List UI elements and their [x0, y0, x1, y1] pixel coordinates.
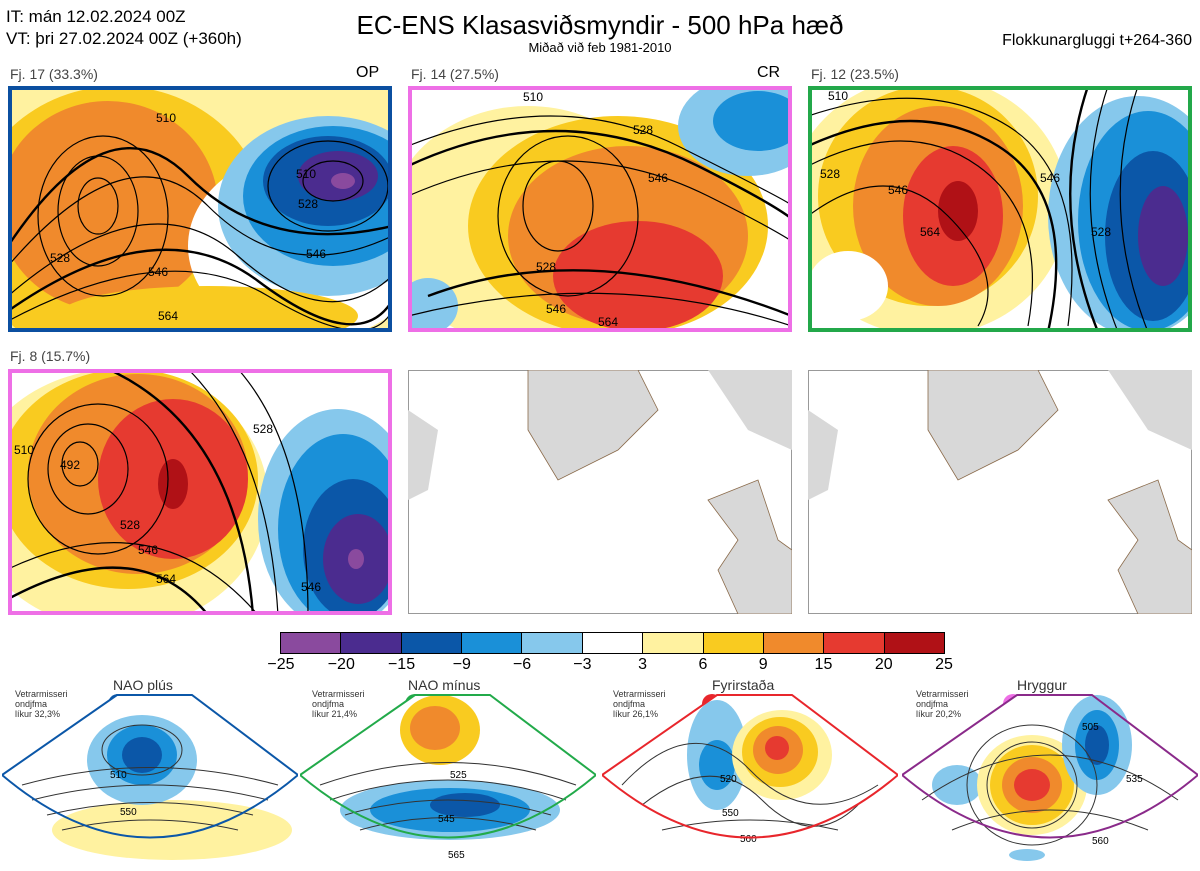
contour-label: 510	[110, 770, 127, 781]
contour-label: 564	[156, 572, 176, 586]
cluster-2-label: Fj. 14 (27.5%)	[411, 66, 499, 82]
contour-label: 564	[920, 225, 940, 239]
page-title: EC-ENS Klasasviðsmyndir - 500 hPa hæð	[356, 10, 844, 40]
contour-label: 528	[820, 167, 840, 181]
cluster-map-1: 510 510 528 546 564 528 546	[8, 86, 392, 332]
colorbar-tick-label: −25	[267, 656, 295, 673]
header-info: IT: mán 12.02.2024 00Z VT: þri 27.02.202…	[6, 6, 242, 50]
regime-1-name: NAO plús	[113, 677, 173, 693]
cluster-1-tag: OP	[356, 64, 380, 81]
init-time: IT: mán 12.02.2024 00Z	[6, 7, 186, 26]
colorbar-tick-label: 15	[814, 656, 833, 673]
colorbar-swatch	[823, 633, 884, 653]
colorbar-swatch	[281, 633, 341, 653]
contour-label: 510	[156, 111, 176, 125]
contour-label: 546	[138, 543, 158, 557]
regime-4-name: Hryggur	[1017, 677, 1067, 693]
contour-label: 565	[448, 850, 465, 861]
colorbar-tick-label: 20	[874, 656, 893, 673]
regime-2-name: NAO mínus	[408, 677, 481, 693]
colorbar-tick-label: 25	[935, 656, 953, 673]
contour-label: 546	[306, 247, 326, 261]
contour-label: 528	[298, 197, 318, 211]
contour-label: 528	[253, 422, 273, 436]
contour-label: 510	[523, 90, 543, 104]
contour-label: 510	[296, 167, 316, 181]
contour-label: 528	[633, 123, 653, 137]
contour-label: 535	[1126, 774, 1143, 785]
colorbar-swatch	[400, 633, 462, 653]
classification-window: Flokkunargluggi t+264-360	[1002, 32, 1192, 49]
contour-label: 546	[648, 171, 668, 185]
regime-map-1: 510 550	[2, 694, 298, 860]
contour-label: 528	[120, 518, 140, 532]
valid-time: VT: þri 27.02.2024 00Z (+360h)	[6, 29, 242, 48]
colorbar-tick-label: 6	[698, 656, 708, 673]
regime-map-2: 525 545 565	[300, 694, 596, 861]
regime-map-4: 505 535 560	[902, 694, 1198, 861]
colorbar-swatch	[461, 633, 522, 653]
cluster-3-label: Fj. 12 (23.5%)	[811, 66, 899, 82]
regime-2-info: Vetrarmisseri ondjfma líkur 21,4%	[312, 689, 365, 719]
contour-label: 550	[120, 807, 137, 818]
contour-label: 546	[301, 580, 321, 594]
colorbar-swatch	[340, 633, 401, 653]
contour-label: 492	[60, 458, 80, 472]
contour-label: 560	[1092, 836, 1109, 847]
colorbar-tick-label: −9	[452, 656, 471, 673]
contour-label: 564	[158, 309, 178, 323]
contour-label: 546	[148, 265, 168, 279]
cluster-map-3: 510 528 546 564 528 546	[808, 86, 1192, 332]
cluster-4-label: Fj. 8 (15.7%)	[10, 348, 91, 364]
contour-label: 528	[1091, 225, 1111, 239]
contour-label: 560	[740, 834, 757, 845]
colorbar-tick-label: −20	[327, 656, 355, 673]
contour-label: 525	[450, 770, 467, 781]
contour-label: 545	[438, 814, 455, 825]
contour-label: 505	[1082, 722, 1099, 733]
colorbar-swatch	[762, 633, 824, 653]
contour-label: 546	[546, 302, 566, 316]
contour-label: 546	[888, 183, 908, 197]
colorbar-tick-label: −6	[512, 656, 532, 673]
cluster-1-label: Fj. 17 (33.3%)	[10, 66, 98, 82]
colorbar-tick-label: −15	[387, 656, 416, 673]
cluster-map-2: 510 528 546 528 546 564	[408, 86, 792, 332]
cluster-map-4: 510 492 528 546 564 528 546	[8, 369, 392, 615]
colorbar-swatch	[642, 633, 703, 653]
empty-map-2	[808, 370, 1192, 614]
page-subtitle: Miðað við feb 1981-2010	[528, 40, 672, 55]
contour-label: 510	[828, 89, 848, 103]
empty-map-1	[408, 370, 792, 614]
contour-label: 550	[722, 808, 739, 819]
contour-label: 528	[50, 251, 70, 265]
regime-3-name: Fyrirstaða	[712, 677, 775, 693]
colorbar-tick-label: 9	[758, 656, 768, 673]
regime-4-info: Vetrarmisseri ondjfma líkur 20,2%	[916, 689, 969, 719]
regime-map-3: 520 550 560	[602, 694, 898, 845]
cluster-2-tag: CR	[757, 64, 781, 81]
contour-label: 528	[536, 260, 556, 274]
colorbar-swatch	[702, 633, 763, 653]
contour-label: 520	[720, 774, 737, 785]
regime-1-info: Vetrarmisseri ondjfma líkur 32,3%	[15, 689, 68, 719]
colorbar	[280, 632, 945, 654]
contour-label: 564	[598, 315, 618, 329]
colorbar-swatch	[521, 633, 582, 653]
colorbar-tick-label: 3	[638, 656, 648, 673]
contour-label: 546	[1040, 171, 1060, 185]
colorbar-tick-label: −3	[573, 656, 592, 673]
colorbar-swatch	[883, 633, 944, 653]
colorbar-swatch	[581, 633, 643, 653]
regime-3-info: Vetrarmisseri ondjfma líkur 26,1%	[613, 689, 666, 719]
contour-label: 510	[14, 443, 34, 457]
